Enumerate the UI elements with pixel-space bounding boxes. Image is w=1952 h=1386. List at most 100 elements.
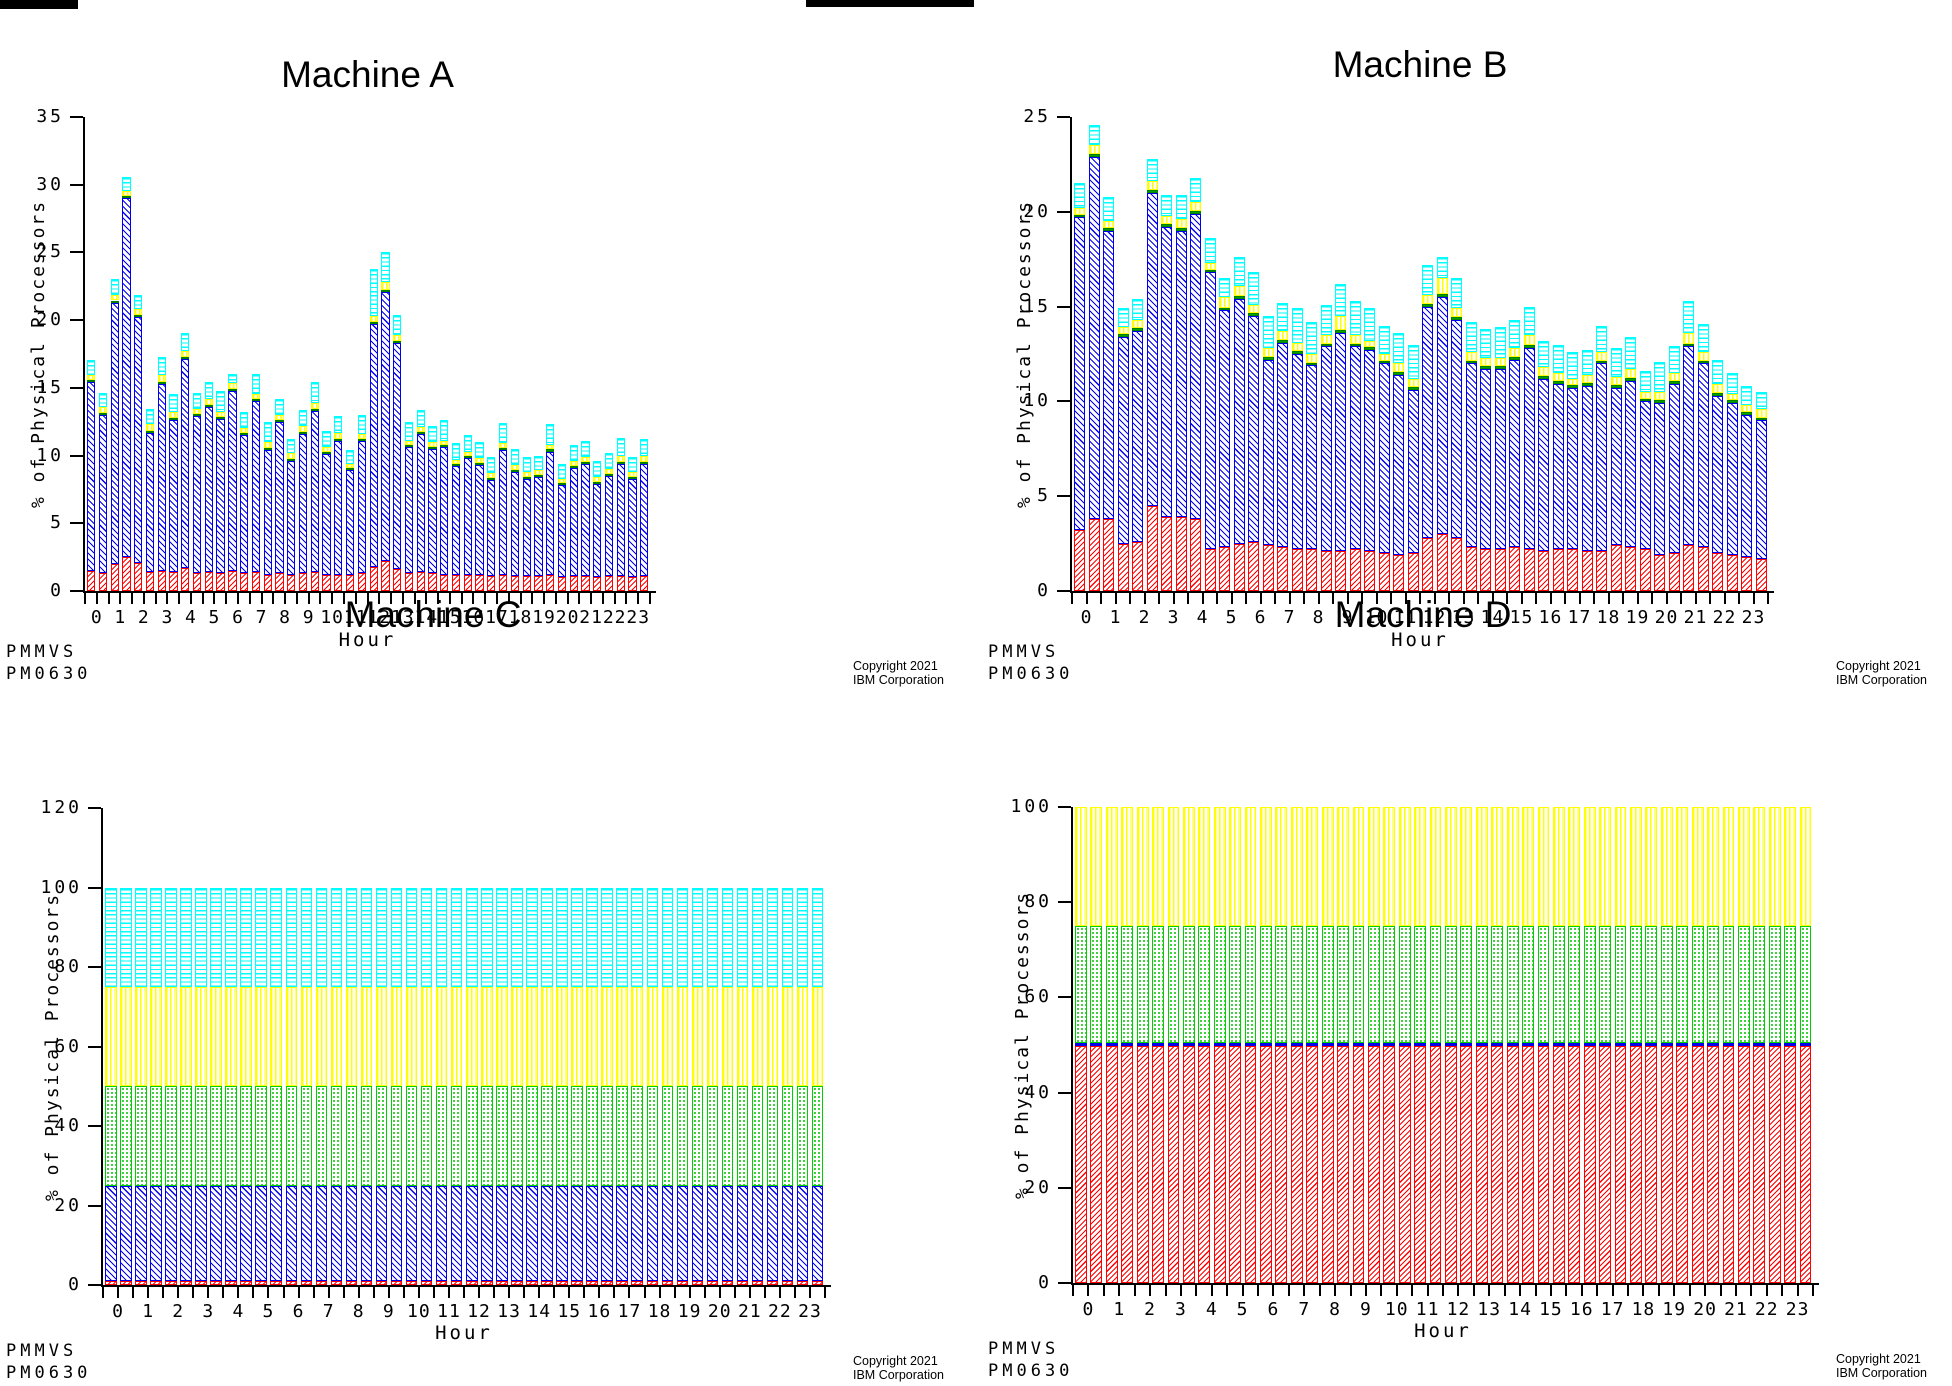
bar-segment-blue-hatch [435,1185,448,1282]
x-tick [1781,1285,1784,1296]
bar-segment-green-dots [1090,926,1103,1043]
bar-segment-cyan-hlines [1741,386,1752,406]
bar-segment-yellow-vlines [1337,807,1349,926]
bar-segment-red-hatch [270,1281,282,1285]
x-tick [1734,1285,1737,1296]
bar-segment-yellow-vlines [255,986,267,1087]
bar-segment-blue-hatch [300,1185,313,1282]
x-tick-label: 8 [279,607,292,628]
x-tick [1288,593,1291,604]
bar-segment-yellow-vlines [1610,376,1622,386]
bar-segment-red-hatch [1509,547,1520,591]
bar-segment-green-solid [1683,343,1694,347]
bar-segment-green-dots [1152,926,1164,1043]
bar-segment-blue-hatch [450,1185,463,1282]
bar-segment-green-solid [1393,372,1404,375]
x-tick [207,1287,210,1298]
y-tick [1058,1282,1071,1284]
bar-segment-red-hatch [604,576,614,591]
bar-segment-yellow-vlines [1121,807,1134,926]
bar-segment-cyan-hlines [404,421,414,441]
bar-segment-blue-solid [1784,1042,1797,1046]
x-tick-label: 16 [587,1301,612,1322]
x-tick-label: 3 [1174,1299,1187,1320]
bar-segment-green-solid [98,412,108,415]
x-tick [463,1287,465,1298]
bar-segment-yellow-vlines [481,986,493,1087]
bar-segment-blue-hatch [616,1185,628,1282]
x-tick [162,1287,165,1298]
bar-segment-cyan-hlines [781,887,794,987]
x-tick-label: 17 [617,1301,642,1322]
bar-segment-blue-hatch [706,1185,719,1282]
x-tick [1303,593,1305,604]
bar-segment-yellow-vlines [631,986,643,1087]
bar-segment-yellow-vlines [1552,807,1565,926]
bar-segment-green-dots [375,1086,388,1186]
bar-segment-blue-solid [1552,1042,1565,1046]
bar-segment-green-solid [1190,210,1201,214]
y-tick-label: 80 [1024,891,1052,913]
bar-segment-blue-hatch [1074,217,1085,531]
bar-segment-cyan-hlines [165,887,177,987]
y-tick [70,454,83,457]
bar-segment-green-solid [322,452,331,455]
bar-segment-red-hatch [556,1281,568,1285]
x-tick [1349,1285,1352,1296]
bar-segment-blue-hatch [287,460,296,575]
bar-segment-red-hatch [1465,547,1477,591]
bar-segment-yellow-vlines [496,986,508,1087]
bar-segment-green-solid [1494,366,1506,370]
bar-segment-green-solid [1204,269,1216,273]
x-axis-label: Hour [435,1322,493,1344]
bar-segment-red-hatch [616,576,625,591]
bar-segment-yellow-vlines [796,986,809,1087]
bar-segment-cyan-hlines [601,887,613,987]
x-tick [366,593,369,604]
bar-segment-red-hatch [1753,1045,1766,1283]
bar-segment-blue-solid [1768,1042,1781,1046]
y-tick [88,966,101,968]
bar-segment-blue-hatch [298,433,308,574]
bar-segment-blue-hatch [1741,414,1752,557]
bar-segment-yellow-vlines [522,471,531,477]
x-tick [1506,593,1508,604]
x-tick [402,1287,405,1298]
bar-segment-blue-hatch [1538,378,1549,552]
x-tick [1709,593,1711,604]
x-tick [1380,1285,1383,1296]
bar-segment-yellow-vlines [1260,807,1272,926]
y-tick [1058,901,1071,904]
bar-segment-green-dots [631,1086,643,1186]
bar-segment-yellow-vlines [1583,807,1596,926]
bar-segment-red-hatch [1610,545,1622,591]
y-tick-label: 100 [40,876,82,898]
y-tick [1057,210,1070,213]
bar-segment-yellow-vlines [310,402,319,409]
x-tick [531,593,534,604]
bar-segment-red-hatch [640,576,649,591]
x-tick-label: 22 [602,607,627,628]
bar-segment-yellow-vlines [240,427,249,434]
bar-segment-yellow-vlines [1639,391,1651,399]
bar-segment-blue-solid [1614,1042,1627,1046]
x-tick [1361,593,1363,604]
bar-segment-yellow-vlines [110,295,119,301]
bar-segment-green-solid [1654,400,1665,404]
bar-segment-blue-hatch [1132,331,1143,542]
bar-segment-red-hatch [1182,1045,1195,1283]
bar-segment-red-hatch [661,1281,674,1285]
x-tick [673,1287,676,1298]
bar-segment-yellow-vlines [1581,374,1593,384]
x-tick-label: 7 [255,607,268,628]
bar-segment-yellow-vlines [404,440,414,446]
bar-segment-yellow-vlines [1451,308,1462,318]
bar-segment-blue-hatch [251,401,261,573]
x-tick [225,593,228,604]
bar-segment-red-hatch [1707,1045,1719,1283]
x-tick [354,593,357,604]
y-tick-label: 0 [50,580,64,601]
bar-segment-yellow-vlines [251,393,261,400]
y-tick-label: 20 [1024,1176,1052,1198]
bar-segment-yellow-vlines [1248,304,1259,314]
